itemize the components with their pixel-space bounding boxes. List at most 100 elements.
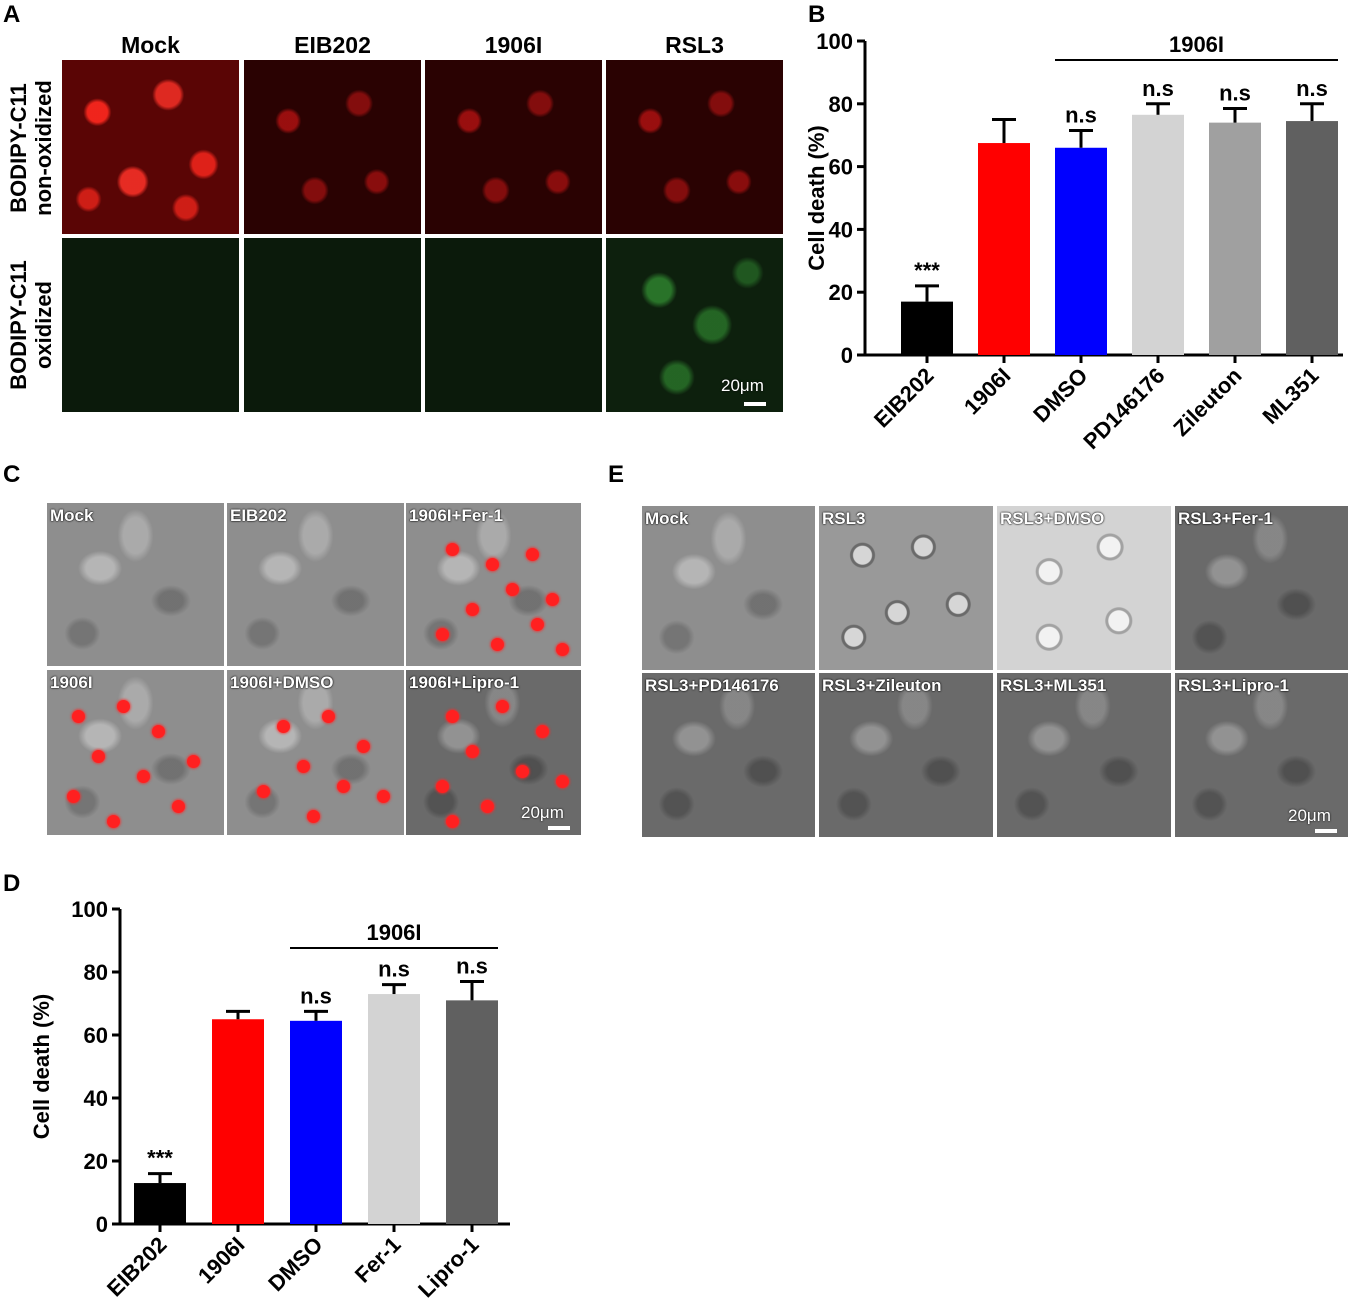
image-e-rsl3: RSL3 [819, 506, 993, 670]
scale-bar [548, 826, 570, 830]
tile-label: 1906I+Lipro-1 [409, 673, 520, 692]
column-header-mock: Mock [121, 32, 180, 58]
tile-label: EIB202 [230, 506, 287, 525]
row-label-oxidized-line2: oxidized [31, 281, 57, 370]
x-tick-label: 1906I [193, 1232, 250, 1289]
x-tick-label: EIB202 [102, 1232, 172, 1302]
y-tick-label: 80 [829, 92, 853, 117]
group-label: 1906I [366, 920, 421, 945]
y-tick-label: 100 [71, 897, 108, 922]
bar [368, 994, 420, 1224]
y-tick-label: 0 [96, 1212, 108, 1237]
tile-label: 1906I [50, 673, 93, 692]
image-eib202-non-oxidized [244, 60, 421, 234]
y-tick-label: 100 [816, 29, 853, 54]
significance-label: n.s [1296, 76, 1328, 101]
panel-label-c: C [3, 461, 21, 488]
x-tick-label: Fer-1 [350, 1232, 406, 1288]
x-tick-label: 1906I [959, 363, 1016, 420]
row-label-oxidized: BODIPY-C11 oxidized [6, 235, 56, 415]
group-label: 1906I [1169, 32, 1224, 57]
x-tick-label: Zileuton [1168, 363, 1246, 441]
tile-label: Mock [50, 506, 94, 525]
panel-label-b: B [808, 1, 826, 28]
tile-label: RSL3 [822, 509, 866, 528]
y-tick-label: 60 [84, 1023, 108, 1048]
x-tick-label: PD146176 [1078, 363, 1169, 454]
image-c-mock: Mock [47, 503, 224, 666]
y-tick-label: 0 [841, 343, 853, 368]
panel-label-d: D [3, 870, 21, 897]
bar-chart-d: 0 20 40 60 80 100 Cell death (%) *** EIB202 1906I… [29, 897, 510, 1302]
x-tick-label: DMSO [1028, 363, 1092, 427]
y-tick-label: 80 [84, 960, 108, 985]
bar [1209, 122, 1261, 355]
column-header-eib202: EIB202 [294, 32, 371, 58]
tile-label: 1906I+Fer-1 [409, 506, 504, 525]
bar [290, 1020, 342, 1224]
image-e-rsl3-ml351: RSL3+ML351 [997, 673, 1171, 837]
row-label-non-oxidized-line2: non-oxidized [31, 80, 57, 216]
y-tick-label: 40 [84, 1086, 108, 1111]
tile-label: Mock [645, 509, 689, 528]
column-header-rsl3: RSL3 [665, 32, 724, 58]
image-e-rsl3-zileuton: RSL3+Zileuton [819, 673, 993, 837]
tile-label: RSL3+Fer-1 [1178, 509, 1273, 528]
significance-label: n.s [456, 953, 488, 978]
image-mock-oxidized [62, 238, 239, 412]
bar [212, 1019, 264, 1224]
scale-bar [1315, 829, 1337, 833]
scale-bar [744, 402, 766, 406]
significance-label: n.s [300, 983, 332, 1008]
scale-bar-label: 20μm [521, 803, 564, 822]
y-tick-label: 20 [84, 1149, 108, 1174]
y-tick-label: 40 [829, 217, 853, 242]
bar [134, 1183, 186, 1224]
image-c-1906i-fer1: 1906I+Fer-1 [406, 503, 581, 666]
column-header-1906i: 1906I [484, 32, 543, 58]
significance-label: n.s [1142, 76, 1174, 101]
image-rsl3-non-oxidized [606, 60, 783, 234]
bar [1286, 121, 1338, 355]
image-mock-non-oxidized [62, 60, 239, 234]
bar [1132, 114, 1184, 355]
row-label-non-oxidized: BODIPY-C11 non-oxidized [6, 58, 56, 238]
image-e-rsl3-fer1: RSL3+Fer-1 [1175, 506, 1348, 670]
image-e-rsl3-pd146176: RSL3+PD146176 [642, 673, 815, 837]
tile-label: RSL3+PD146176 [645, 676, 779, 695]
row-label-oxidized-line1: BODIPY-C11 [6, 260, 31, 390]
significance-label: *** [147, 1146, 173, 1171]
image-c-1906i-lipro1: 1906I+Lipro-1 20μm [406, 670, 581, 835]
image-eib202-oxidized [244, 238, 421, 412]
row-label-non-oxidized-line1: BODIPY-C11 [6, 83, 31, 213]
bar [901, 301, 953, 355]
tile-label: RSL3+Lipro-1 [1178, 676, 1289, 695]
image-rsl3-oxidized: 20μm [606, 238, 783, 412]
x-tick-label: DMSO [263, 1232, 327, 1296]
image-e-rsl3-dmso: RSL3+DMSO [997, 506, 1171, 670]
image-e-rsl3-lipro1: RSL3+Lipro-1 20μm [1175, 673, 1348, 837]
image-e-mock: Mock [642, 506, 815, 670]
x-tick-label: ML351 [1257, 363, 1323, 429]
tile-label: 1906I+DMSO [230, 673, 334, 692]
tile-label: RSL3+Zileuton [822, 676, 942, 695]
scale-bar-label: 20μm [721, 376, 764, 395]
scale-bar-label: 20μm [1288, 806, 1331, 825]
panel-label-a: A [3, 1, 21, 28]
tile-label: RSL3+DMSO [1000, 509, 1105, 528]
bar [978, 143, 1030, 355]
image-c-1906i-dmso: 1906I+DMSO [227, 670, 404, 835]
image-c-eib202: EIB202 [227, 503, 404, 666]
bar [446, 1000, 498, 1224]
bar-chart-b: 0 20 40 60 80 100 Cell death (%) *** EIB202 1906I… [804, 29, 1343, 454]
significance-label: *** [914, 258, 940, 283]
y-axis-label: Cell death (%) [29, 994, 54, 1139]
image-1906i-oxidized [425, 238, 602, 412]
image-1906i-non-oxidized [425, 60, 602, 234]
y-tick-label: 20 [829, 280, 853, 305]
significance-label: n.s [1065, 102, 1097, 127]
y-tick-label: 60 [829, 155, 853, 180]
image-c-1906i: 1906I [47, 670, 224, 835]
x-tick-label: Lipro-1 [413, 1232, 483, 1302]
significance-label: n.s [378, 957, 410, 982]
